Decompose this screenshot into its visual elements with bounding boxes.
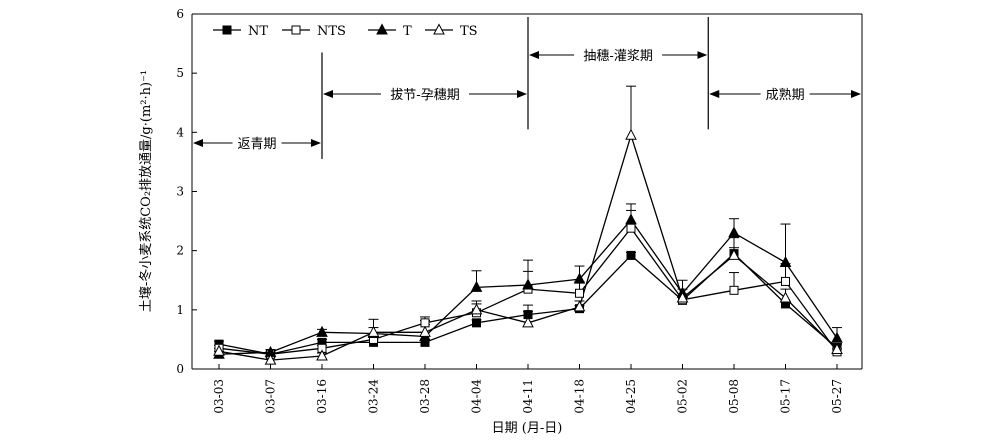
data-point-nts [626,223,636,233]
x-tick-label: 03-24 [367,379,381,414]
data-point-nts [781,276,790,286]
x-tick-label: 04-18 [573,379,587,414]
y-tick-label: 2 [176,244,184,258]
data-point-nt [626,250,636,260]
series-markers [213,128,843,365]
period-label: 返青期 [237,137,276,152]
y-tick-label: 6 [176,7,184,21]
data-point-nt [472,318,481,328]
x-tick-label: 04-25 [624,379,638,414]
data-point-t [573,272,586,284]
data-point-nts [420,318,430,328]
period-label-bg [574,46,663,64]
data-point-t [831,331,843,343]
period-label: 抽穗-灌浆期 [583,49,652,64]
data-point-ts [831,342,843,354]
data-point-ts [625,128,637,140]
data-point-ts [728,248,740,260]
legend-marker-nt [222,25,232,35]
y-tick-label: 0 [176,362,184,376]
legend-label: NTS [317,24,346,39]
data-point-ts [573,300,586,312]
x-tick-label: 03-03 [212,379,226,414]
data-point-t [779,255,792,267]
x-tick-label: 04-11 [521,379,535,414]
data-point-ts [367,325,380,337]
period-label-bg [232,134,282,152]
y-ticks: 0 1 2 3 4 5 6 [176,7,197,376]
legend-marker-t [376,23,388,35]
x-tick-label: 05-27 [830,379,844,414]
y-tick-label: 3 [176,185,184,199]
legend-marker-ts [433,23,445,35]
period-label-bg [381,85,469,103]
data-point-t [470,280,483,292]
x-tick-label: 03-28 [418,379,432,414]
legend-label: NT [248,24,268,39]
data-point-ts [470,303,483,315]
y-tick-label: 5 [176,66,184,80]
data-point-ts [316,349,328,361]
data-point-t [522,278,534,290]
data-point-t [316,325,328,337]
data-point-nts [575,288,584,298]
y-axis-title: 土壤-冬小麦系统CO₂排放通量/g·(m²·h)⁻¹ [138,70,154,312]
data-point-ts [779,291,792,303]
x-axis-title: 日期 (月-日) [492,421,563,436]
legend-marker-nts [291,25,301,35]
data-point-ts [213,344,225,356]
data-point-t [728,226,740,238]
period-label: 拔节-孕穗期 [390,88,459,103]
data-point-nts [729,285,739,295]
x-tick-label: 05-17 [779,379,793,414]
data-point-ts [522,316,534,328]
data-point-ts [419,325,431,337]
x-ticks: 03-03 03-07 03-16 03-24 03-28 04-04 04-11 04-18… [212,364,844,414]
legend-label: TS [460,24,478,39]
x-tick-label: 03-07 [264,379,278,414]
y-tick-label: 1 [176,303,184,317]
period-label-bg [760,85,810,103]
data-point-ts [676,291,689,303]
data-point-ts [264,353,277,365]
data-point-t [625,213,637,225]
y-tick-label: 4 [176,125,184,139]
x-tick-label: 05-08 [727,379,741,414]
x-tick-label: 05-02 [676,379,690,414]
legend-label: T [403,24,412,39]
legend: NT NTS T TS [213,23,478,39]
period-label: 成熟期 [766,87,805,103]
x-tick-label: 04-04 [470,379,484,414]
x-tick-label: 03-16 [315,379,329,414]
